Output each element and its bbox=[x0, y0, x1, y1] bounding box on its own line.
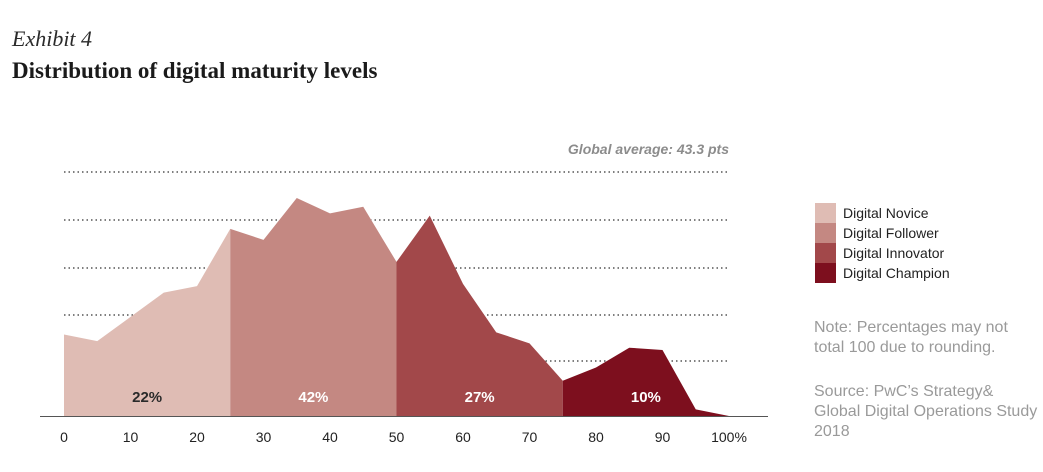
legend-swatch-follower bbox=[815, 223, 836, 243]
legend-item-innovator: Digital Innovator bbox=[815, 243, 950, 263]
x-tick-label: 80 bbox=[588, 429, 604, 445]
x-tick-label: 40 bbox=[322, 429, 338, 445]
x-tick-label: 20 bbox=[189, 429, 205, 445]
legend-label-champion: Digital Champion bbox=[843, 265, 950, 281]
segment-area-digital-novice bbox=[64, 228, 231, 416]
segment-area-digital-follower bbox=[230, 198, 397, 416]
x-tick-label: 70 bbox=[522, 429, 538, 445]
x-tick-label: 90 bbox=[655, 429, 671, 445]
legend-label-follower: Digital Follower bbox=[843, 225, 939, 241]
legend-swatch-innovator bbox=[815, 243, 836, 263]
legend-item-champion: Digital Champion bbox=[815, 263, 950, 283]
segment-percent-labels: 22% 42% 27% 10% bbox=[132, 389, 661, 406]
legend-label-innovator: Digital Innovator bbox=[843, 245, 945, 261]
x-tick-label: 30 bbox=[256, 429, 272, 445]
exhibit-label: Exhibit 4 bbox=[12, 26, 93, 51]
source-text: Source: PwC’s Strategy& Global Digital O… bbox=[814, 383, 1038, 440]
note-text: Note: Percentages may not total 100 due … bbox=[814, 319, 1008, 356]
legend-swatch-novice bbox=[815, 203, 836, 223]
segment-percent-label: 10% bbox=[631, 389, 661, 406]
legend-item-novice: Digital Novice bbox=[815, 203, 950, 223]
x-axis: 0 10 20 30 40 50 60 70 80 90 100% bbox=[40, 416, 768, 445]
legend-label-novice: Digital Novice bbox=[843, 205, 929, 221]
segment-area-digital-champion bbox=[562, 347, 729, 416]
legend-swatch-champion bbox=[815, 263, 836, 283]
segment-area-digital-innovator bbox=[396, 215, 563, 416]
x-tick-label: 100% bbox=[711, 429, 747, 445]
chart-title: Distribution of digital maturity levels bbox=[12, 58, 378, 83]
x-tick-label: 60 bbox=[455, 429, 471, 445]
legend: Digital Novice Digital Follower Digital … bbox=[815, 203, 950, 283]
segment-percent-label: 27% bbox=[465, 389, 495, 406]
segment-percent-label: 22% bbox=[132, 389, 162, 406]
x-tick-label: 0 bbox=[60, 429, 68, 445]
area-segments bbox=[64, 198, 729, 416]
x-tick-label: 50 bbox=[389, 429, 405, 445]
segment-percent-label: 42% bbox=[298, 389, 328, 406]
x-tick-label: 10 bbox=[123, 429, 139, 445]
global-average-annotation: Global average: 43.3 pts bbox=[567, 141, 729, 157]
legend-item-follower: Digital Follower bbox=[815, 223, 950, 243]
